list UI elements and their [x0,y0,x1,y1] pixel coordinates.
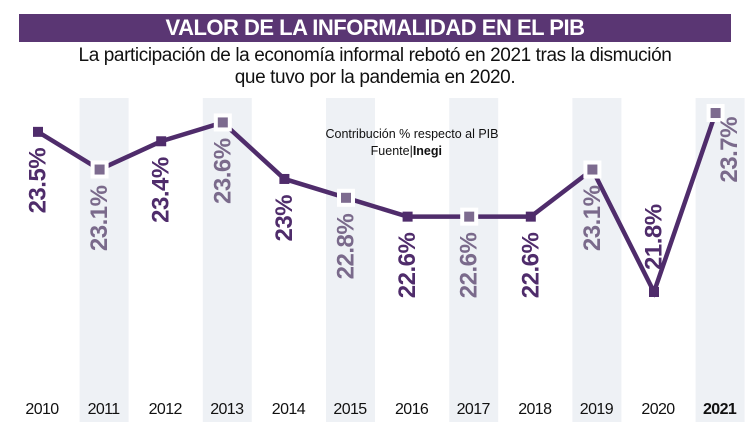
x-tick-2013: 2013 [210,401,244,418]
band-2019 [572,98,622,422]
x-tick-2012: 2012 [149,401,183,418]
subtitle-line-2: que tuvo por la pandemia en 2020. [234,67,516,88]
data-point-2016 [402,211,413,222]
chart-note: Contribución % respecto al PIB [325,127,498,141]
data-label-2019: 23.1% [579,185,606,251]
series-line [36,112,718,298]
band-2013 [202,98,252,422]
data-label-2017: 22.6% [456,232,483,298]
band-2015 [326,98,375,422]
data-label-2014: 23% [271,195,298,242]
chart-subtitle: La participación de la economía informal… [0,45,750,89]
x-tick-2016: 2016 [395,401,429,418]
data-label-2011: 23.1% [86,185,113,251]
data-point-2018 [525,211,536,222]
data-point-2012 [156,136,167,147]
x-tick-2010: 2010 [25,401,59,418]
chart-source: Fuente|Inegi [371,144,442,158]
data-point-2013 [217,117,228,128]
data-point-2020 [649,287,659,297]
x-tick-2019: 2019 [580,401,614,418]
x-tick-2018: 2018 [518,401,552,418]
source-name: Inegi [413,144,442,158]
data-label-2016: 22.6% [394,232,421,298]
data-label-2015: 22.8% [333,214,360,280]
chart-title: VALOR DE LA INFORMALIDAD EN EL PIB [19,14,731,42]
data-point-2010 [33,126,43,137]
x-tick-2017: 2017 [457,401,491,418]
x-tick-2014: 2014 [272,401,306,418]
data-point-2011 [94,164,105,175]
x-tick-2020: 2020 [641,401,675,418]
data-label-2010: 23.5% [25,148,52,214]
source-label: Fuente| [371,144,413,158]
data-point-2021 [710,108,721,119]
data-point-2014 [279,173,290,184]
data-point-2015 [341,192,351,203]
data-label-2013: 23.6% [209,138,236,204]
subtitle-line-1: La participación de la economía informal… [78,45,672,66]
data-label-2020: 21.8% [641,204,668,270]
x-tick-2021: 2021 [703,401,737,418]
data-label-2012: 23.4% [148,157,175,223]
data-point-2017 [464,211,475,222]
data-label-2018: 22.6% [517,232,544,298]
x-tick-2015: 2015 [333,401,367,418]
x-tick-2011: 2011 [88,401,121,418]
data-point-2019 [587,164,598,175]
band-2017 [449,98,499,422]
data-label-2021: 23.7% [716,117,743,183]
band-2011 [79,98,129,422]
